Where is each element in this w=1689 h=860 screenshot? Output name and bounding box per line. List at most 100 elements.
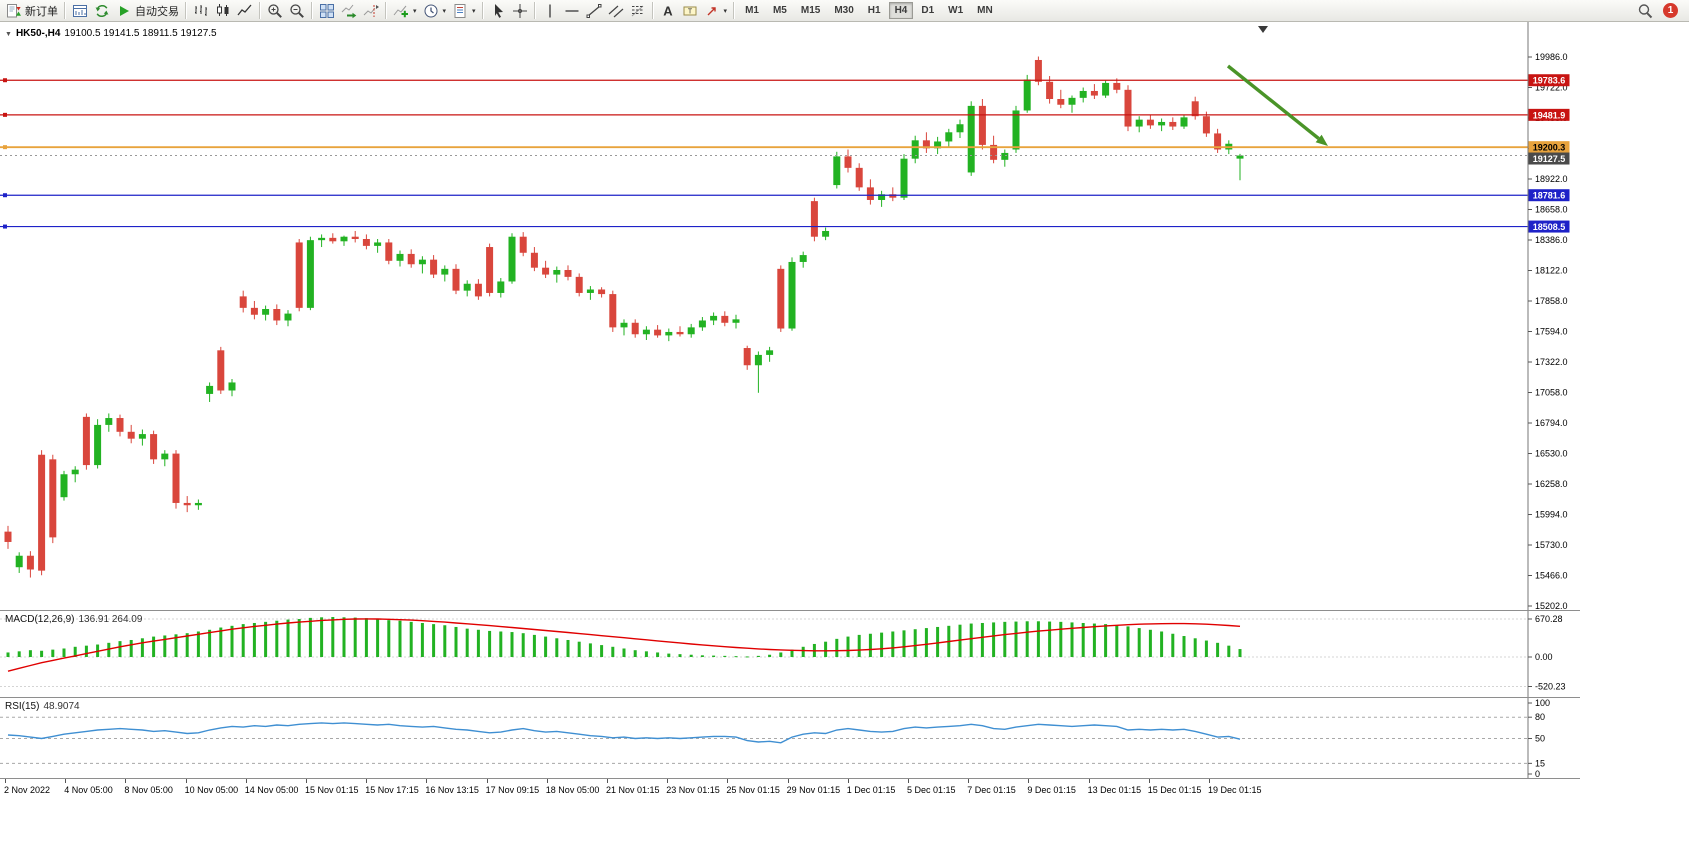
timeframe-mn-button[interactable]: MN [971,2,999,19]
candle [609,294,617,328]
rsi-chart[interactable]: 100 80 50 150 [0,698,1580,778]
zoom-in-button[interactable] [264,1,286,21]
time-axis[interactable]: 2 Nov 2022 4 Nov 05:00 8 Nov 05:00 10 Nov 0… [0,778,1580,800]
time-label: 13 Dec 01:15 [1087,785,1142,795]
horizontal-line-button[interactable] [561,1,583,21]
notification-badge[interactable]: 1 [1663,3,1678,18]
timeframe-d1-button[interactable]: D1 [915,2,940,19]
svg-text:19783.6: 19783.6 [1533,76,1566,86]
zoom-out-button[interactable] [286,1,308,21]
toolbar-separator [533,2,536,19]
candle [687,327,695,335]
candle [94,424,102,466]
candle [474,283,482,297]
candle [262,309,270,315]
candle [295,242,303,308]
macd-pane[interactable]: MACD(12,26,9) 136.91 264.09 670.28 0.00 -52… [0,610,1580,697]
macd-chart[interactable]: 670.28 0.00 -520.23 [0,611,1580,697]
candle [71,469,79,475]
bar-chart-button[interactable] [190,1,212,21]
fibonacci-button[interactable] [627,1,649,21]
text-button[interactable]: A [657,1,679,21]
horizontal-line-icon [564,3,580,19]
candle [239,296,247,308]
main-toolbar: 新订单 自动交易 [0,0,1689,22]
price-tick-label: 16530.0 [1535,449,1568,459]
toolbar-separator [733,2,736,19]
line-chart-icon [237,3,253,19]
candle [1191,101,1199,117]
candle [743,348,751,366]
candle [810,201,818,237]
candle [1236,155,1244,159]
chart-shift-button[interactable] [360,1,382,21]
one-click-trading-caret-icon[interactable]: ▼ [5,31,12,38]
auto-trading-button[interactable]: 自动交易 [113,1,182,21]
line-chart-button[interactable] [234,1,256,21]
macd-histogram [6,617,1242,658]
auto-trading-label: 自动交易 [135,5,179,18]
time-tick [667,779,669,783]
auto-scroll-icon [341,3,357,19]
candle [676,331,684,335]
tile-windows-icon [319,3,335,19]
timeframe-m15-button[interactable]: M15 [795,2,826,19]
candlestick-chart[interactable]: 19986.019722.019458.019194.018922.018658… [0,22,1580,610]
arrows-button[interactable]: ▾ [701,1,731,21]
time-tick [125,779,127,783]
candle [161,453,169,460]
ohlc-values: 19100.5 19141.5 18911.5 19127.5 [64,28,217,39]
time-tick [65,779,67,783]
timeframe-w1-button[interactable]: W1 [942,2,969,19]
time-label: 25 Nov 01:15 [726,785,780,795]
trendline-button[interactable] [583,1,605,21]
candle [250,307,258,315]
macd-tick-label: 670.28 [1535,614,1563,624]
refresh-button[interactable] [91,1,113,21]
cursor-button[interactable] [487,1,509,21]
rsi-pane[interactable]: RSI(15) 48.9074 100 80 50 15 0 [0,697,1580,778]
new-order-icon [6,3,22,19]
timeframe-m5-button[interactable]: M5 [767,2,793,19]
crosshair-button[interactable] [509,1,531,21]
vertical-line-button[interactable] [539,1,561,21]
candle [172,453,180,503]
market-watch-button[interactable] [69,1,91,21]
chart-window: ▼ HK50-,H4 19100.5 19141.5 18911.5 19127.5… [0,22,1580,800]
search-button[interactable] [1634,1,1656,21]
price-tag [1528,74,1570,87]
timeframe-m30-button[interactable]: M30 [828,2,859,19]
candle [620,322,628,328]
indicators-button[interactable]: ▾ [390,1,420,21]
candlestick-chart-button[interactable] [212,1,234,21]
candle [553,269,561,275]
price-tick-label: 18922.0 [1535,174,1568,184]
trend-arrow-annotation[interactable] [1226,64,1328,146]
text-label-button[interactable]: T [679,1,701,21]
timeframe-h4-button[interactable]: H4 [888,2,914,19]
candle [978,105,986,145]
templates-button[interactable]: ▾ [449,1,479,21]
candle [183,502,191,506]
svg-text:18508.5: 18508.5 [1533,222,1566,232]
candle [418,259,426,265]
candle [710,315,718,321]
macd-values: 136.91 264.09 [78,614,143,625]
time-tick [546,779,548,783]
timeframe-m1-button[interactable]: M1 [739,2,765,19]
time-label: 15 Dec 01:15 [1147,785,1202,795]
channel-button[interactable] [605,1,627,21]
main-chart-pane[interactable]: ▼ HK50-,H4 19100.5 19141.5 18911.5 19127.5… [0,22,1580,610]
candle [228,382,236,391]
time-label: 9 Dec 01:15 [1027,785,1076,795]
auto-scroll-button[interactable] [338,1,360,21]
time-tick [486,779,488,783]
timeframe-h1-button[interactable]: H1 [862,2,887,19]
candle [1135,119,1143,127]
new-order-button[interactable]: 新订单 [3,1,61,21]
tile-windows-button[interactable] [316,1,338,21]
fibonacci-icon [630,3,646,19]
periods-button[interactable]: ▾ [420,1,450,21]
time-label: 5 Dec 01:15 [907,785,956,795]
time-tick [5,779,6,783]
